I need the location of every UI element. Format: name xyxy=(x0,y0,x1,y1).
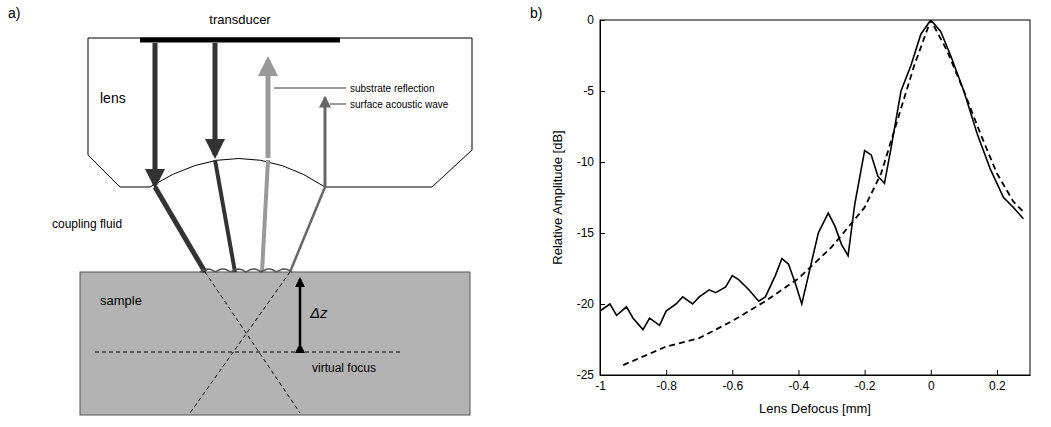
y-tick: -10 xyxy=(577,155,605,169)
y-axis: -25 -20 -15 -10 -5 0 xyxy=(577,13,605,382)
series-line xyxy=(600,20,1023,330)
x-tick: 0 xyxy=(928,370,935,393)
label-transducer: transducer xyxy=(209,12,271,27)
label-coupling-fluid: coupling fluid xyxy=(52,217,122,231)
label-delta-z: Δz xyxy=(309,304,328,321)
incident-ray xyxy=(153,43,158,185)
x-tick: -0.6 xyxy=(722,370,743,393)
chart: -1 -0.8 -0.6 -0.4 -0.2 0 0.2 -25 -20 -15 -10 -5 0 Len… xyxy=(530,5,1031,416)
surface-wave xyxy=(200,269,292,272)
x-tick-mark xyxy=(865,370,866,375)
y-tick-label: 0 xyxy=(587,13,594,27)
x-tick: 0.2 xyxy=(989,370,1006,393)
diagram: a) transducer lens substrate reflection surf… xyxy=(8,5,472,415)
delta-z-arrow xyxy=(299,279,302,345)
y-axis-line xyxy=(600,21,601,376)
x-tick-label: 0 xyxy=(928,379,935,393)
y-tick-label: -20 xyxy=(577,297,595,311)
y-tick-mark xyxy=(600,162,605,163)
y-tick-mark xyxy=(600,304,605,305)
y-tick-mark xyxy=(600,91,605,92)
virtual-ray xyxy=(190,272,290,413)
surface-acoustic-wave-arrow xyxy=(324,98,327,187)
plot-frame xyxy=(600,20,1030,375)
x-tick: -0.4 xyxy=(789,370,810,393)
y-axis-title: Relative Amplitude [dB] xyxy=(550,130,565,264)
x-tick-label: 0.2 xyxy=(989,379,1006,393)
y-tick-mark xyxy=(600,20,605,21)
y-tick-label: -15 xyxy=(577,226,595,240)
y-tick-label: -25 xyxy=(577,368,595,382)
y-tick: -5 xyxy=(583,84,605,98)
sample-block xyxy=(80,272,470,415)
saw-ray-fluid xyxy=(290,187,325,272)
x-tick-label: -0.4 xyxy=(789,379,810,393)
incident-ray xyxy=(213,43,218,155)
label-sample: sample xyxy=(100,293,142,308)
label-virtual-focus: virtual focus xyxy=(312,361,376,375)
y-tick: -15 xyxy=(577,226,605,240)
x-tick-mark xyxy=(997,370,998,375)
x-tick-label: -0.2 xyxy=(855,379,876,393)
label-panel-label: a) xyxy=(8,5,20,21)
plot-lines xyxy=(600,20,1023,365)
y-tick-mark xyxy=(600,233,605,234)
leader-line xyxy=(330,104,346,105)
y-tick-mark xyxy=(600,375,605,376)
x-tick-mark xyxy=(798,370,799,375)
label-substrate-reflection: substrate reflection xyxy=(350,83,435,94)
y-tick: 0 xyxy=(587,13,605,27)
label-lens: lens xyxy=(100,90,126,106)
y-tick: -20 xyxy=(577,297,605,311)
x-axis-line xyxy=(601,375,1031,376)
y-tick-label: -5 xyxy=(583,84,594,98)
label-surface-acoustic-wave: surface acoustic wave xyxy=(350,99,449,110)
x-tick-label: -0.6 xyxy=(722,379,743,393)
y-tick-label: -10 xyxy=(577,155,595,169)
x-tick-mark xyxy=(931,370,932,375)
figure: a) transducer lens substrate reflection surf… xyxy=(0,0,1051,427)
virtual-ray xyxy=(205,272,300,413)
reflected-ray-fluid xyxy=(262,160,268,272)
x-axis: -1 -0.8 -0.6 -0.4 -0.2 0 0.2 xyxy=(595,370,1030,393)
x-tick-label: -0.8 xyxy=(656,379,677,393)
incident-ray-fluid xyxy=(215,160,235,272)
transducer-bar xyxy=(140,38,340,43)
x-tick-label: -1 xyxy=(595,379,606,393)
incident-ray-fluid xyxy=(155,187,205,272)
lens-housing xyxy=(88,38,472,187)
x-tick: -0.8 xyxy=(656,370,677,393)
panel-label: b) xyxy=(530,5,542,21)
x-tick-mark xyxy=(666,370,667,375)
x-tick-mark xyxy=(732,370,733,375)
leader-line xyxy=(274,88,346,89)
substrate-reflection-arrow xyxy=(266,60,271,158)
y-tick: -25 xyxy=(577,368,605,382)
series-line xyxy=(623,20,1023,365)
x-tick: -0.2 xyxy=(855,370,876,393)
virtual-focus-line xyxy=(95,352,400,353)
x-axis-title: Lens Defocus [mm] xyxy=(759,401,871,416)
